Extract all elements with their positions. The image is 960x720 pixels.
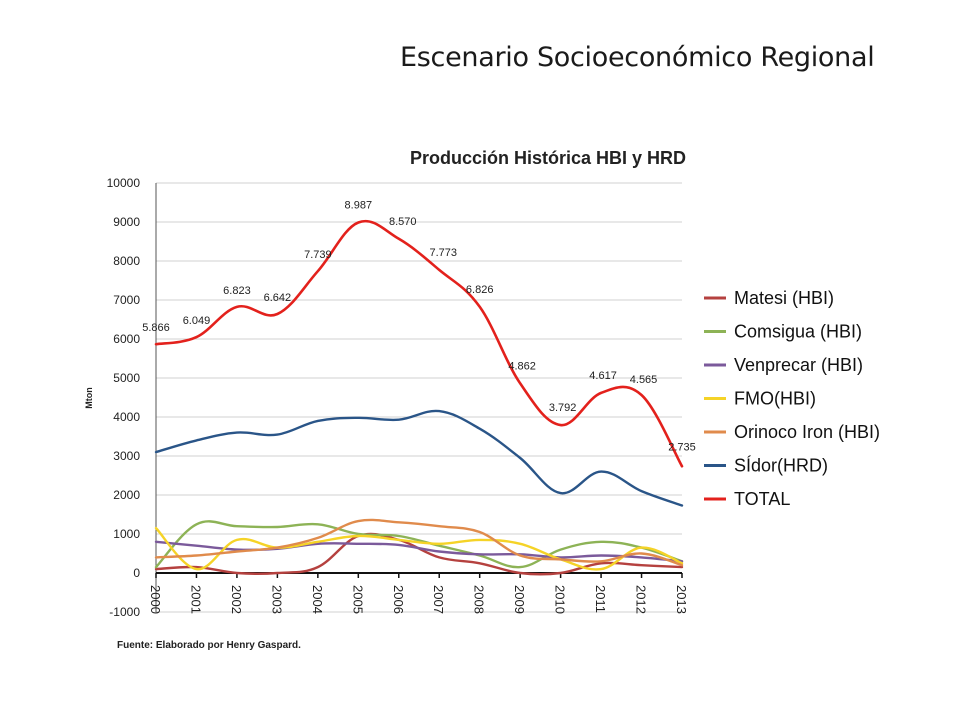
data-label: 8.570 (389, 216, 417, 228)
x-tick-label: 2002 (229, 585, 244, 614)
data-label: 3.792 (549, 402, 577, 414)
data-labels: 5.866 6.049 6.823 6.642 7.739 8.987 8.570 7.773… (142, 200, 696, 454)
x-tick-label: 2013 (674, 585, 689, 614)
legend-item: TOTAL (704, 489, 790, 509)
x-tick-label: 2000 (148, 585, 163, 614)
data-label: 8.987 (345, 200, 373, 212)
series-line (154, 520, 684, 569)
y-tick-label: 6000 (113, 332, 140, 346)
data-label: 7.773 (429, 247, 457, 259)
data-label: 5.866 (142, 322, 170, 334)
series-line (154, 219, 684, 468)
data-label: 6.823 (223, 285, 251, 297)
y-tick-label: 8000 (113, 254, 140, 268)
x-tick-label: 2001 (188, 585, 203, 614)
y-tick-label: 0 (133, 566, 140, 580)
chart-title: Producción Histórica HBI y HRD (410, 148, 686, 168)
legend: Matesi (HBI) Comsigua (HBI) Venprecar (HBI… (704, 288, 880, 509)
legend-item: SÍdor(HRD) (704, 456, 828, 476)
x-tick-label: 2004 (310, 585, 325, 614)
y-tick-label: -1000 (109, 605, 140, 619)
x-tick-label: 2003 (269, 585, 284, 614)
legend-item: FMO(HBI) (704, 389, 816, 409)
data-label: 7.739 (304, 249, 332, 261)
series-line (154, 409, 684, 507)
x-tick-label: 2007 (431, 585, 446, 614)
source-note: Fuente: Elaborado por Henry Gaspard. (117, 640, 301, 651)
x-tick-label: 2006 (391, 585, 406, 614)
y-tick-label: 1000 (113, 527, 140, 541)
y-axis-label: Mton (84, 387, 94, 409)
data-label: 6.049 (183, 315, 211, 327)
data-label: 6.826 (466, 284, 494, 296)
axes: -1000 0 1000 2000 3000 4000 5000 6000 7000 8000 90… (107, 176, 689, 619)
series-lines (154, 219, 684, 576)
legend-item: Venprecar (HBI) (704, 355, 863, 375)
legend-label: FMO(HBI) (734, 389, 816, 409)
x-tick-label: 2011 (593, 585, 608, 613)
x-tick-label: 2005 (350, 585, 365, 614)
slide-title: Escenario Socioeconómico Regional (400, 42, 875, 73)
x-tick-label: 2008 (472, 585, 487, 614)
series-line (154, 526, 684, 571)
data-label: 2.735 (668, 441, 696, 453)
series-orinoco-iron-hbi (154, 518, 684, 567)
data-label: 4.565 (630, 374, 658, 386)
y-tick-label: 9000 (113, 215, 140, 229)
y-tick-label: 7000 (113, 293, 140, 307)
y-tick-label: 2000 (113, 488, 140, 502)
legend-label: Matesi (HBI) (734, 288, 834, 308)
legend-label: Orinoco Iron (HBI) (734, 422, 880, 442)
series-total (154, 219, 684, 468)
y-tick-label: 5000 (113, 371, 140, 385)
data-label: 4.862 (508, 360, 536, 372)
legend-label: Comsigua (HBI) (734, 322, 862, 342)
y-tick-label: 10000 (107, 176, 141, 190)
legend-label: SÍdor(HRD) (734, 456, 828, 476)
data-label: 6.642 (264, 292, 292, 304)
legend-label: TOTAL (734, 489, 790, 509)
x-tick-label: 2009 (512, 585, 527, 614)
series-line (154, 518, 684, 567)
series-s-dor-hrd (154, 409, 684, 507)
y-tick-label: 3000 (113, 449, 140, 463)
legend-item: Orinoco Iron (HBI) (704, 422, 880, 442)
legend-label: Venprecar (HBI) (734, 355, 863, 375)
legend-item: Comsigua (HBI) (704, 322, 862, 342)
legend-item: Matesi (HBI) (704, 288, 834, 308)
x-tick-label: 2012 (634, 585, 649, 614)
y-tick-label: 4000 (113, 410, 140, 424)
x-tick-label: 2010 (553, 585, 568, 614)
data-label: 4.617 (589, 370, 617, 382)
series-venprecar-hbi (154, 540, 684, 563)
series-line (154, 540, 684, 563)
